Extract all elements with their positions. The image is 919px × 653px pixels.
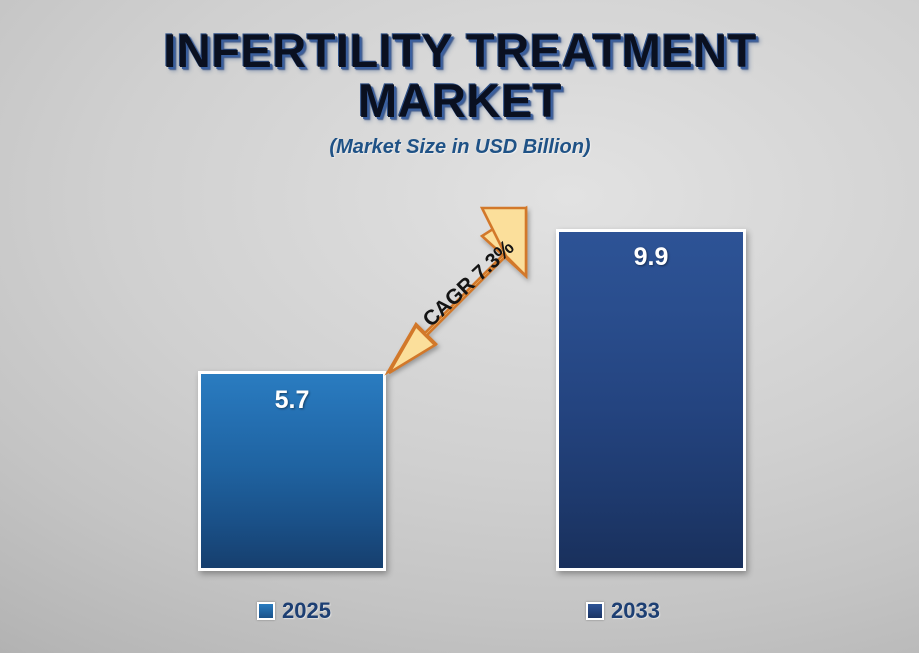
bar-value-label-2025: 5.7 [274,386,310,414]
legend-item-2025[interactable]: 2025 [257,598,331,624]
legend: 2025 2033 [0,598,919,632]
bar-2033: 9.9 [556,229,746,571]
title-block: INFERTILITY TREATMENT MARKET (Market Siz… [60,26,860,159]
cagr-annotation-label: CAGR 7.3% [418,235,519,332]
legend-swatch-icon-2033 [586,602,604,620]
legend-label-2025: 2025 [282,598,331,623]
bar-value-label-2033: 9.9 [633,243,669,271]
legend-item-2033[interactable]: 2033 [586,598,660,624]
page-title: INFERTILITY TREATMENT MARKET [163,24,757,127]
legend-swatch-icon-2025 [257,602,275,620]
legend-label-2033: 2033 [611,598,660,623]
chart-subtitle: (Market Size in USD Billion) [329,136,591,158]
bar-2025: 5.7 [198,371,386,571]
